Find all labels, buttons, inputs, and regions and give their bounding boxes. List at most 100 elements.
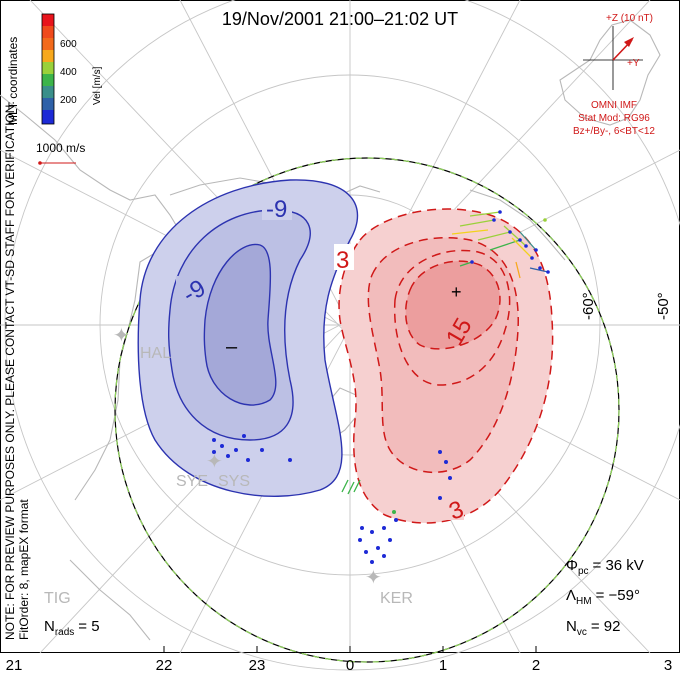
vector-dots-northeast xyxy=(470,210,550,274)
vector-origin xyxy=(382,554,386,558)
vector-origin xyxy=(370,560,374,564)
neg-label-bg xyxy=(262,196,292,220)
vector-origin xyxy=(530,256,534,260)
coast-japan xyxy=(559,19,661,126)
vector-origin xyxy=(246,458,250,462)
vector-origin xyxy=(394,518,398,522)
stat-phi: Φpc = 36 kV xyxy=(566,557,644,577)
imf-y-label: +Y xyxy=(627,58,640,69)
pos-label-bg-3 xyxy=(446,494,464,520)
imf-omni: OMNI IMF xyxy=(591,100,637,111)
fit-info-text: FitOrder: 8, mapEX format xyxy=(17,499,31,640)
stat-lambda: ΛHM = −59° xyxy=(566,587,640,607)
colorbar-seg xyxy=(42,26,54,38)
vector xyxy=(511,237,533,259)
mlt-tick-23: 23 xyxy=(249,657,266,674)
vector-origin xyxy=(438,496,442,500)
vector-origin xyxy=(492,218,496,222)
vector-origin xyxy=(242,434,246,438)
vector xyxy=(459,219,495,227)
mlt-tick-2: 2 xyxy=(532,657,540,674)
colorbar-label: Vel [m/s] xyxy=(92,66,103,105)
vector-origin xyxy=(260,448,264,452)
neg-min-marker: – xyxy=(226,336,238,358)
scale-vector-label: 1000 m/s xyxy=(36,141,85,155)
station-hal: HAL xyxy=(140,345,171,362)
vectors-northeast xyxy=(451,211,549,279)
mlt-tick-1: 1 xyxy=(439,657,447,674)
station-ker-star: ✦ xyxy=(365,567,382,589)
colorbar-seg xyxy=(42,14,54,26)
colorbar-seg xyxy=(42,38,54,50)
vector-origin xyxy=(444,460,448,464)
vector-origin xyxy=(524,244,528,248)
colorbar-seg xyxy=(42,86,54,98)
colorbar-seg xyxy=(42,50,54,62)
vector-origin xyxy=(546,270,550,274)
pos-max-marker: + xyxy=(451,282,462,302)
vector-origin xyxy=(382,526,386,530)
vector-origin xyxy=(498,210,502,214)
imf-condition: Bz+/By-, 6<BT<12 xyxy=(573,126,655,137)
vector-origin xyxy=(364,550,368,554)
mlt-tick-21: 21 xyxy=(6,657,23,674)
vector xyxy=(469,211,501,217)
stat-nvc-symbol: N xyxy=(566,618,577,635)
vector xyxy=(503,225,527,247)
pos-label-bg-2 xyxy=(440,312,468,342)
stat-phi-value: = 36 kV xyxy=(593,557,644,574)
colorbar-frame xyxy=(41,13,55,125)
velocity-vectors xyxy=(212,210,550,564)
vector-origin xyxy=(370,530,374,534)
vector xyxy=(477,231,511,241)
vector-origin xyxy=(212,450,216,454)
vector-origin xyxy=(388,538,392,542)
vector xyxy=(341,479,349,493)
coast-southwest xyxy=(69,559,151,641)
vector-origin xyxy=(220,444,224,448)
colorbar-seg xyxy=(42,62,54,74)
vector-origin xyxy=(358,538,362,542)
fit-statistics: Φpc = 36 kV ΛHM = −59° Nvc = 92 Nrads = 5 xyxy=(44,557,644,638)
pos-contour-inner-2 xyxy=(393,249,511,386)
pos-label-bg xyxy=(334,244,354,270)
station-sye-star: ✦ xyxy=(206,451,223,473)
stat-nrads: Nrads = 5 xyxy=(44,618,100,638)
vector-origin xyxy=(234,448,238,452)
mlt-tick-3: 3 xyxy=(664,657,672,674)
negative-cell: -9 -9 – xyxy=(137,179,359,497)
imf-z-label: +Z (10 nT) xyxy=(606,13,653,24)
station-tig: TIG xyxy=(44,590,71,607)
grid-meridian-1 xyxy=(29,0,651,654)
imf-indicator: +Z (10 nT) +Y OMNI IMF Stat Mod: RG96 Bz… xyxy=(573,13,655,137)
vector xyxy=(353,479,361,493)
radar-stations: ✦ HAL ✦ SYE SYS TIG ✦ KER xyxy=(44,325,413,607)
vector-origin xyxy=(226,454,230,458)
imf-stat-mod: Stat Mod: RG96 xyxy=(578,113,650,124)
colorbar-seg xyxy=(42,110,54,124)
stat-lambda-symbol: Λ xyxy=(566,587,576,604)
vector xyxy=(347,481,355,495)
vector-origin xyxy=(538,266,542,270)
neg-contour-inner xyxy=(203,243,277,406)
vector-origin xyxy=(288,458,292,462)
map-title: 19/Nov/2001 21:00–21:02 UT xyxy=(222,9,458,29)
vector xyxy=(529,267,549,273)
lat-label-50: -50° xyxy=(655,292,672,320)
station-ker: KER xyxy=(380,590,413,607)
colorbar-tick-200: 200 xyxy=(60,95,77,106)
positive-cell: 3 15 3 + xyxy=(334,208,554,526)
station-hal-star: ✦ xyxy=(113,325,130,347)
mlt-axis: 21 22 23 0 1 2 3 xyxy=(6,646,672,674)
scale-vector-dot xyxy=(38,161,42,165)
stat-nrads-value: = 5 xyxy=(78,618,99,635)
mlt-tick-0: 0 xyxy=(346,657,354,674)
colorbar-seg xyxy=(42,74,54,86)
station-sye: SYE xyxy=(176,473,208,490)
mlt-tick-22: 22 xyxy=(156,657,173,674)
stat-nvc-sub: vc xyxy=(577,627,587,638)
colorbar-seg xyxy=(42,98,54,110)
vector-origin xyxy=(470,260,474,264)
neg-label-bg-2 xyxy=(176,276,200,304)
